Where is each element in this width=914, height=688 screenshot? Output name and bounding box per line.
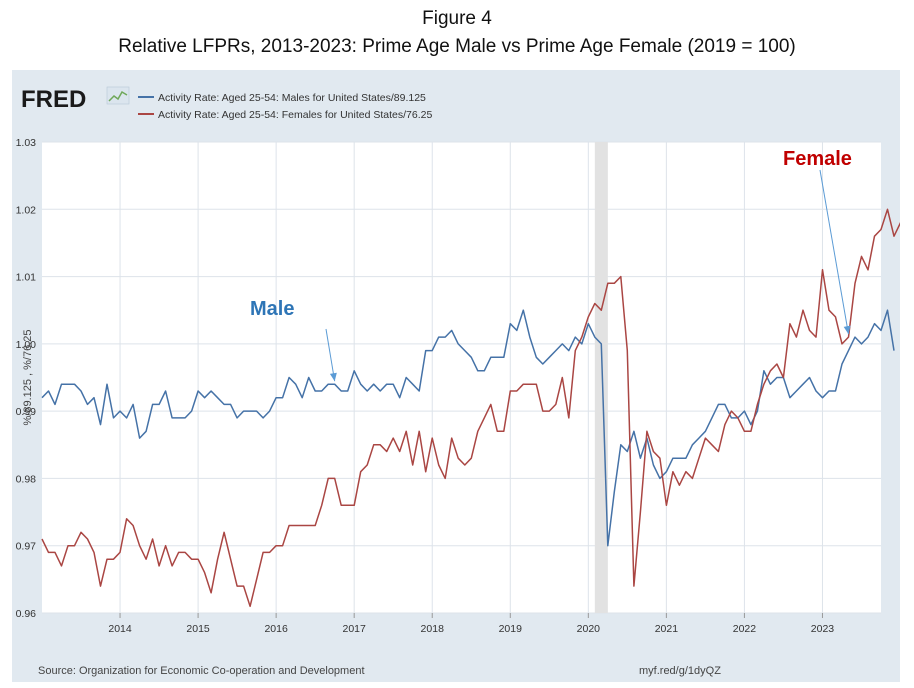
annotation-male: Male [250,298,294,320]
x-tick-label: 2015 [186,623,210,635]
fred-chart-icon [106,86,130,105]
y-tick-label: 0.99 [16,406,37,418]
annotation-arrowhead-male [329,372,337,382]
x-axis-ticks: 2014 2015 2016 2017 2018 2019 2020 2021 2022 2023 [108,613,834,635]
y-axis-label: %/89.125 , %/76.25 [22,329,34,425]
y-tick-label: 1.03 [16,137,37,149]
series-layer [41,208,900,608]
annotation-arrowhead-female [843,325,851,335]
x-tick-label: 2016 [264,623,288,635]
annotation-female: Female [783,148,852,170]
recession-shading [594,142,608,613]
x-tick-label: 2023 [811,623,835,635]
series-line-male [41,309,895,547]
annotation-arrow-male [325,328,336,382]
legend-label-male: Activity Rate: Aged 25-54: Males for Uni… [158,92,426,104]
graph-link[interactable]: myf.red/g/1dyQZ [639,665,721,677]
y-tick-label: 1.02 [16,204,37,216]
x-tick-label: 2014 [108,623,132,635]
fred-graph-panel: FRED Activity Rate: Aged 25-54: Males fo… [12,70,900,682]
source-text: Source: Organization for Economic Co-ope… [38,665,365,677]
y-tick-label: 1.00 [16,339,37,351]
annotation-arrow-female [819,169,849,335]
y-tick-label: 0.96 [16,608,37,620]
figure-label: Figure 4 [422,8,492,29]
series-line-female [41,208,900,608]
gridlines [42,141,881,614]
plot-area [42,142,881,613]
x-tick-label: 2018 [421,623,445,635]
y-tick-label: 1.01 [16,272,37,284]
fred-chart: FRED Activity Rate: Aged 25-54: Males fo… [16,86,900,677]
x-tick-label: 2017 [343,623,367,635]
x-tick-label: 2019 [499,623,523,635]
x-tick-label: 2020 [577,623,601,635]
x-tick-label: 2022 [733,623,757,635]
legend: Activity Rate: Aged 25-54: Males for Uni… [138,92,432,121]
y-tick-label: 0.97 [16,541,37,553]
figure-caption: Relative LFPRs, 2013-2023: Prime Age Mal… [118,36,796,57]
annotations: Male Female [250,148,852,382]
fred-logo[interactable]: FRED [21,86,86,113]
y-axis-ticks: 0.96 0.97 0.98 0.99 1.00 1.01 1.02 1.03 [16,137,37,620]
y-tick-label: 0.98 [16,473,37,485]
x-tick-label: 2021 [655,623,679,635]
legend-label-female: Activity Rate: Aged 25-54: Females for U… [158,109,432,121]
